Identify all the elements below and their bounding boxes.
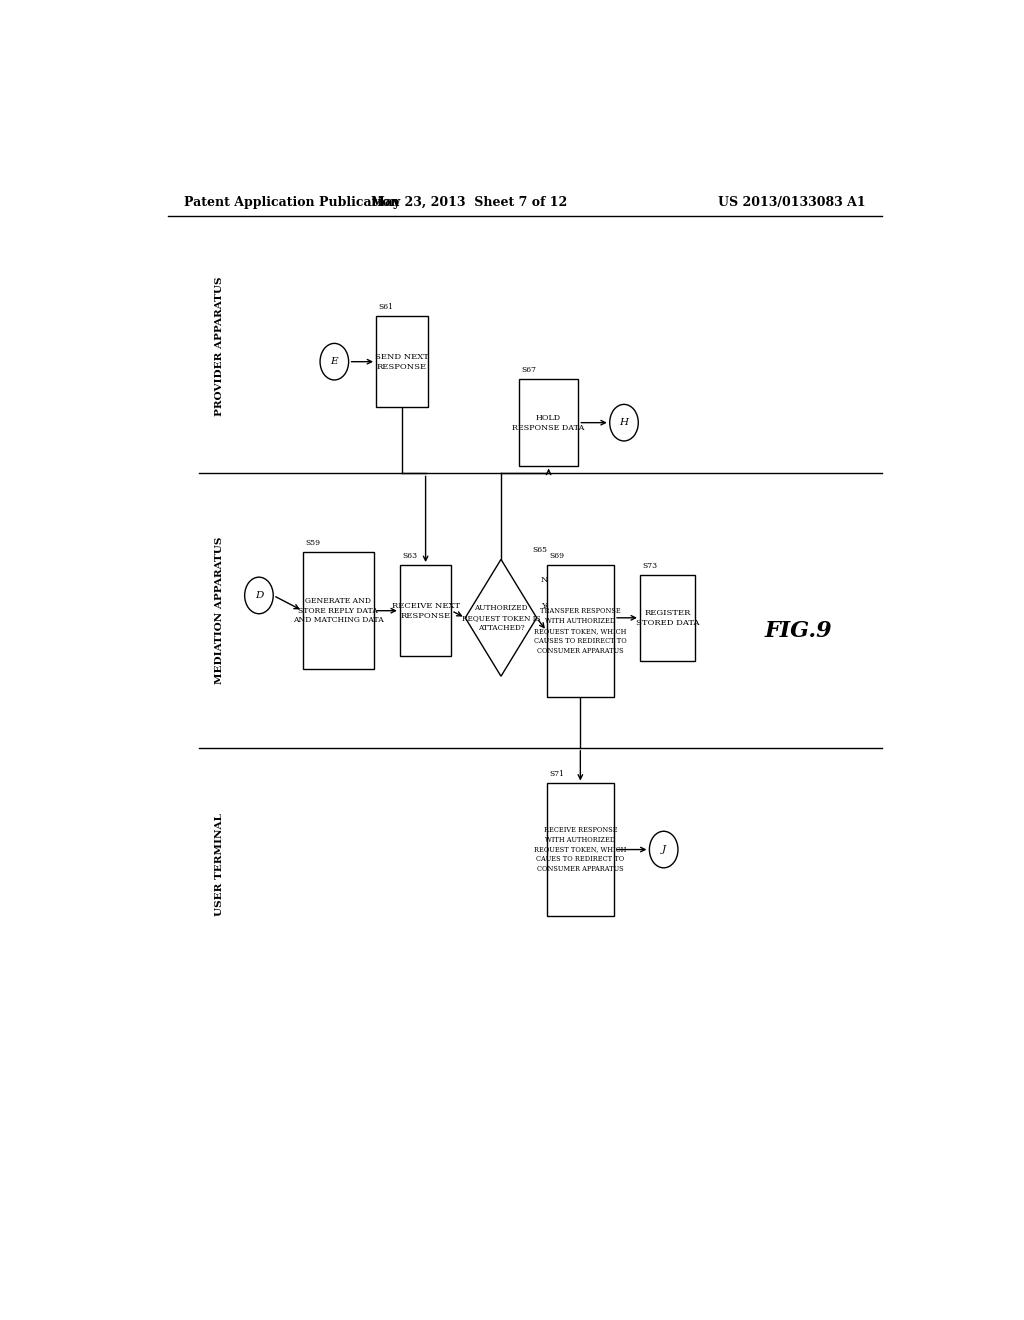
Text: S65: S65 [532,546,548,554]
Text: Yes: Yes [541,602,555,610]
Text: S67: S67 [521,367,537,375]
Text: HOLD
RESPONSE DATA: HOLD RESPONSE DATA [512,413,585,432]
FancyBboxPatch shape [640,574,695,661]
Text: RECEIVE NEXT
RESPONSE: RECEIVE NEXT RESPONSE [391,602,460,619]
FancyBboxPatch shape [399,565,452,656]
Circle shape [245,577,273,614]
Circle shape [649,832,678,867]
Circle shape [321,343,348,380]
Text: S61: S61 [379,302,393,312]
Text: S59: S59 [305,539,319,548]
Text: US 2013/0133083 A1: US 2013/0133083 A1 [719,195,866,209]
Text: AUTHORIZED
REQUEST TOKEN IS
ATTACHED?: AUTHORIZED REQUEST TOKEN IS ATTACHED? [462,605,541,631]
Circle shape [609,404,638,441]
Text: No: No [541,576,553,583]
Text: MEDIATION APPARATUS: MEDIATION APPARATUS [215,537,224,684]
Text: RECEIVE RESPONSE
WITH AUTHORIZED
REQUEST TOKEN, WHICH
CAUES TO REDIRECT TO
CONSU: RECEIVE RESPONSE WITH AUTHORIZED REQUEST… [535,826,627,873]
FancyBboxPatch shape [519,379,579,466]
Text: FIG.9: FIG.9 [765,620,833,642]
FancyBboxPatch shape [376,315,428,408]
Text: SEND NEXT
RESPONSE: SEND NEXT RESPONSE [375,352,429,371]
FancyBboxPatch shape [547,784,614,916]
Text: Patent Application Publication: Patent Application Publication [183,195,399,209]
Text: TRANSFER RESPONSE
WITH AUTHORIZED
REQUEST TOKEN, WHICH
CAUSES TO REDIRECT TO
CON: TRANSFER RESPONSE WITH AUTHORIZED REQUES… [534,607,627,655]
Text: May 23, 2013  Sheet 7 of 12: May 23, 2013 Sheet 7 of 12 [371,195,567,209]
Polygon shape [465,560,537,676]
Text: J: J [662,845,666,854]
Text: S69: S69 [549,552,564,560]
Text: D: D [255,591,263,601]
Text: PROVIDER APPARATUS: PROVIDER APPARATUS [215,277,224,416]
FancyBboxPatch shape [547,565,614,697]
Text: S73: S73 [642,561,657,569]
FancyBboxPatch shape [303,552,374,669]
Text: S71: S71 [549,771,564,779]
Text: GENERATE AND
STORE REPLY DATA
AND MATCHING DATA: GENERATE AND STORE REPLY DATA AND MATCHI… [293,597,384,624]
Text: USER TERMINAL: USER TERMINAL [215,813,224,916]
Text: H: H [620,418,629,428]
Text: E: E [331,358,338,366]
Text: S63: S63 [402,552,418,560]
Text: REGISTER
STORED DATA: REGISTER STORED DATA [636,609,699,627]
